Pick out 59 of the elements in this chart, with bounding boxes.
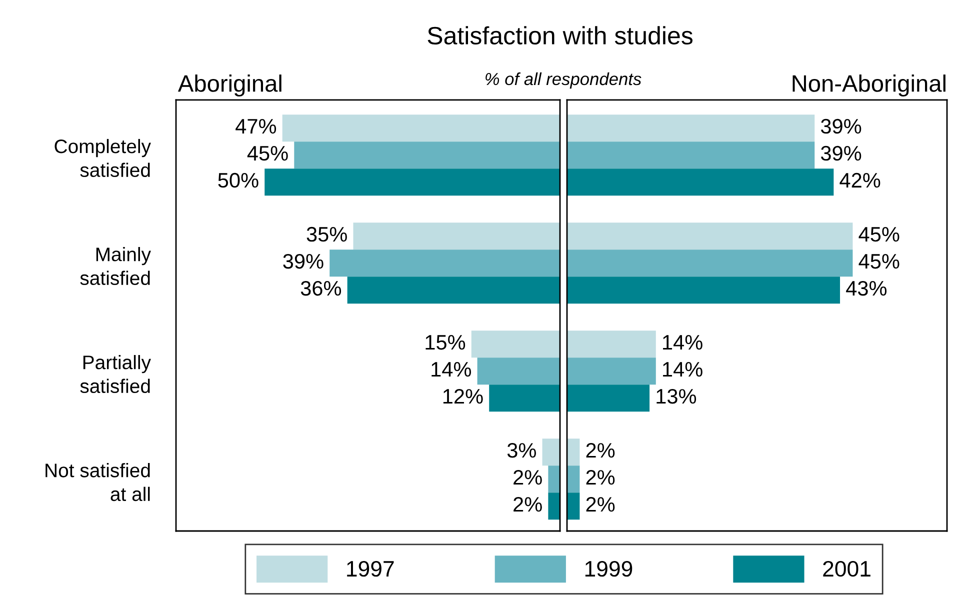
data-label: 3% <box>507 442 536 458</box>
bar <box>471 330 560 358</box>
bar <box>489 384 560 412</box>
data-label: 14% <box>663 335 702 350</box>
bar <box>264 168 560 196</box>
text: Satisfaction with studies <box>428 26 692 45</box>
data-label: 2% <box>586 497 615 512</box>
bar <box>567 250 853 277</box>
chart-title: Aboriginal <box>178 74 282 97</box>
bar <box>567 358 656 385</box>
data-label: 13% <box>656 388 696 404</box>
bar <box>567 222 853 250</box>
bar <box>567 384 650 412</box>
bar <box>347 276 560 304</box>
data-label: 15% <box>426 335 466 350</box>
legend-label: 1997 <box>347 560 394 577</box>
y-tick-label: Partially satisfied <box>80 355 151 394</box>
bar <box>567 330 656 358</box>
bar <box>282 114 560 142</box>
data-label: 36% <box>300 280 342 296</box>
bar <box>567 492 580 520</box>
data-label: 2% <box>514 470 542 485</box>
data-label: 2% <box>586 470 615 485</box>
chart-title: Non-Aboriginal <box>792 74 946 97</box>
bar <box>548 492 560 520</box>
data-label: 45% <box>247 146 288 161</box>
data-label: 42% <box>840 172 880 188</box>
y-tick-label: Completely satisfied <box>54 138 151 178</box>
bar <box>477 358 560 385</box>
bar <box>353 222 560 250</box>
data-label: 35% <box>306 226 347 242</box>
bar <box>567 142 815 169</box>
data-label: 14% <box>663 362 702 377</box>
data-label: 45% <box>858 254 900 269</box>
bar <box>567 114 815 142</box>
bar <box>542 438 560 466</box>
bar <box>330 250 560 277</box>
data-label: 12% <box>443 388 483 404</box>
legend-label: 2001 <box>823 560 870 577</box>
bar <box>294 142 560 169</box>
data-label: 43% <box>846 280 887 296</box>
data-label: 39% <box>283 254 324 269</box>
y-tick-label: Not satisfied at all <box>46 463 150 502</box>
text: % of all respondents <box>486 72 642 89</box>
bar <box>567 438 580 466</box>
data-label: 2% <box>586 442 615 458</box>
data-label: 2% <box>514 497 542 512</box>
data-label: 14% <box>432 362 471 377</box>
y-tick-label: Mainly satisfied <box>80 246 151 286</box>
bar <box>548 466 560 493</box>
data-label: 39% <box>820 118 862 134</box>
bar <box>567 168 834 196</box>
legend-label: 1999 <box>585 560 632 577</box>
bar <box>567 276 840 304</box>
data-label: 47% <box>236 118 276 134</box>
bar <box>567 466 580 493</box>
data-label: 50% <box>218 172 258 188</box>
data-label: 39% <box>820 146 862 161</box>
data-label: 45% <box>858 227 900 242</box>
